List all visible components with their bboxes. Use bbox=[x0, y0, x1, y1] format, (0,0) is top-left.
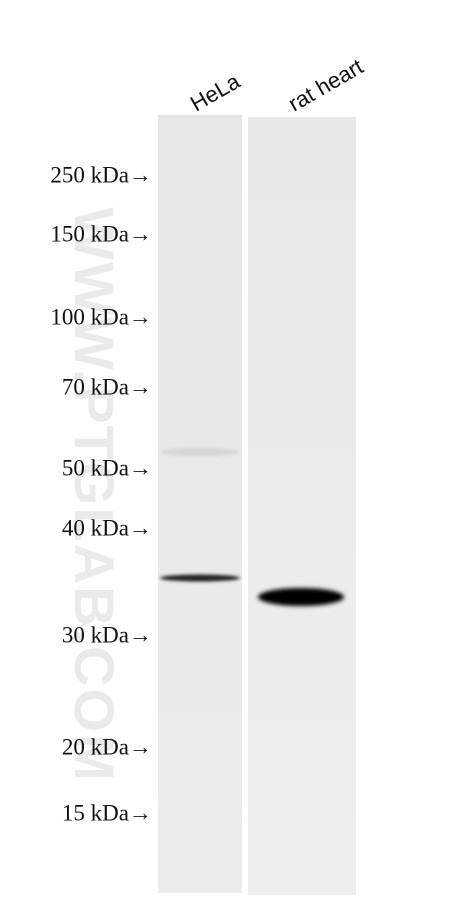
marker-label: 15 kDa→ bbox=[62, 800, 152, 825]
faint-band bbox=[160, 448, 240, 456]
lane-hela bbox=[158, 115, 242, 893]
band-hela bbox=[160, 574, 240, 582]
band-rat-heart bbox=[258, 588, 344, 606]
marker-label: 70 kDa→ bbox=[62, 374, 152, 399]
marker-label: 40 kDa→ bbox=[62, 515, 152, 540]
marker-label: 250 kDa→ bbox=[50, 162, 152, 187]
lane-label: HeLa bbox=[186, 68, 245, 116]
marker-label: 20 kDa→ bbox=[62, 734, 152, 759]
marker-label: 150 kDa→ bbox=[50, 221, 152, 246]
lane-label: rat heart bbox=[284, 54, 367, 117]
marker-label: 30 kDa→ bbox=[62, 622, 152, 647]
lane-rat-heart bbox=[248, 117, 356, 895]
marker-label: 50 kDa→ bbox=[62, 455, 152, 480]
watermark: WWW.PTGLAB.COM bbox=[63, 207, 126, 782]
marker-label: 100 kDa→ bbox=[50, 304, 152, 329]
